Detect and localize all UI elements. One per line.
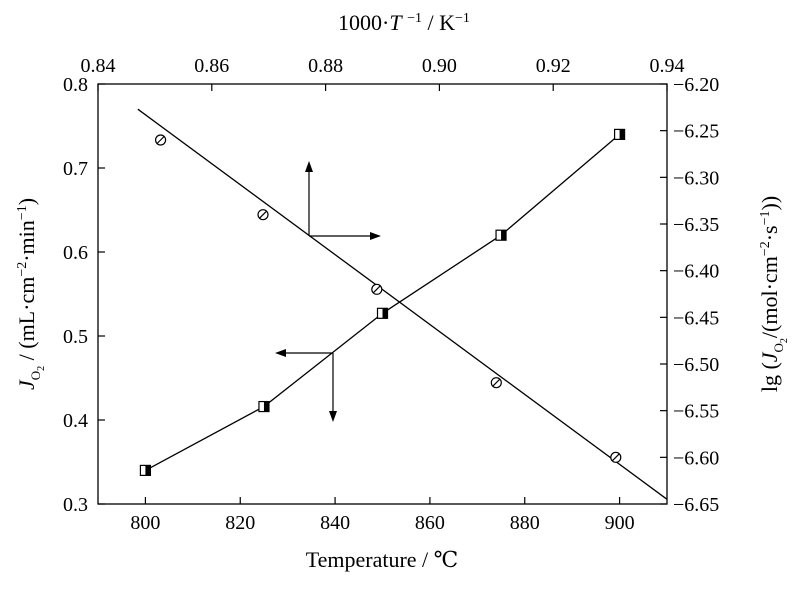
circle-marker — [490, 377, 502, 389]
y-right-tick-label: −6.55 — [673, 401, 719, 423]
x-top-tick-label: 0.90 — [422, 55, 457, 77]
circle-marker — [371, 283, 383, 295]
x-top-tick-label: 0.92 — [536, 55, 571, 77]
circle-marker — [257, 209, 269, 221]
circle-marker — [154, 134, 167, 146]
x-bottom-tick-label: 800 — [130, 512, 160, 534]
square-marker — [376, 307, 389, 319]
x-bottom-tick-label: 900 — [605, 512, 635, 534]
y-left-tick-label: 0.8 — [63, 74, 88, 96]
square-marker — [613, 128, 626, 140]
x-bottom-tick-label: 840 — [320, 512, 350, 534]
arrow-square-series — [275, 349, 337, 422]
y-left-tick-label: 0.5 — [63, 326, 88, 348]
x-axis-top-title: 1000·T −1 / K−1 — [338, 10, 470, 35]
y-right-tick-label: −6.45 — [673, 307, 719, 329]
y-axis-right-title: lg (JO2/(mol·cm−2·s−1)) — [757, 196, 790, 392]
y-right-tick-label: −6.65 — [673, 494, 719, 516]
y-right-tick-label: −6.20 — [673, 74, 719, 96]
series-circle-fit-line — [137, 108, 668, 500]
plot-frame — [97, 83, 668, 505]
y-left-tick-label: 0.7 — [63, 158, 88, 180]
fit-lines-layer — [137, 108, 668, 500]
x-bottom-tick-label: 880 — [510, 512, 540, 534]
square-marker — [139, 464, 152, 476]
square-marker — [495, 229, 507, 241]
circle-marker — [610, 451, 622, 463]
markers-layer — [139, 128, 626, 476]
x-top-tick-label: 0.86 — [194, 55, 229, 77]
y-left-tick-label: 0.4 — [63, 410, 88, 432]
y-right-tick-label: −6.60 — [673, 447, 719, 469]
x-bottom-tick-label: 820 — [225, 512, 255, 534]
x-top-tick-label: 0.88 — [308, 55, 343, 77]
y-left-tick-label: 0.6 — [63, 242, 88, 264]
y-axis-left-title: JO2 / (mL·cm−2·min−1) — [14, 198, 47, 390]
y-right-tick-label: −6.30 — [673, 167, 719, 189]
y-right-tick-label: −6.40 — [673, 261, 719, 283]
y-left-tick-label: 0.3 — [63, 494, 88, 516]
y-right-tick-label: −6.25 — [673, 121, 719, 143]
ticks-layer: 800 820 840 860 880 900 0.84 0.86 0.88 0.90 0.92 0.… — [63, 55, 719, 534]
x-top-tick-label: 0.94 — [650, 55, 685, 77]
x-bottom-tick-label: 860 — [415, 512, 445, 534]
y-right-tick-label: −6.50 — [673, 354, 719, 376]
arrow-circle-series — [305, 161, 381, 240]
x-top-tick-label: 0.84 — [81, 55, 116, 77]
y-right-tick-label: −6.35 — [673, 214, 719, 236]
x-axis-bottom-title: Temperature / ℃ — [306, 547, 459, 572]
square-marker — [258, 400, 270, 413]
series-square-line — [145, 133, 621, 471]
